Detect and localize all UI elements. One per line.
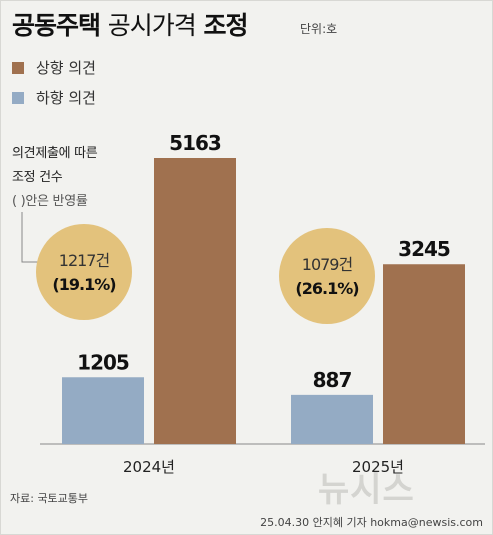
title-part-3: 조정 xyxy=(203,11,248,40)
bubble-2 xyxy=(279,228,375,324)
bubble-1 xyxy=(36,224,132,320)
note-block: 의견제출에 따른 조정 건수 ( )안은 반영률 xyxy=(12,142,98,214)
bubble-rate-2: (26.1%) xyxy=(295,279,358,298)
bubble-count-2: 1079건 xyxy=(302,255,353,274)
watermark: 뉴시스 xyxy=(318,470,415,510)
unit-label: 단위:호 xyxy=(300,22,338,36)
note-line-1: 의견제출에 따른 xyxy=(12,146,98,161)
source-text: 자료: 국토교통부 xyxy=(10,492,89,505)
bubble-rate-1: (19.1%) xyxy=(52,275,115,294)
note-line-3: ( )안은 반영률 xyxy=(12,194,88,209)
title-part-2: 공시가격 xyxy=(107,11,197,40)
legend-swatch-up xyxy=(12,61,24,74)
data-label-up-2: 3245 xyxy=(398,237,450,261)
legend-item-down: 하향 의견 xyxy=(12,87,96,108)
bubble-count-1: 1217건 xyxy=(59,251,110,270)
legend-item-up: 상향 의견 xyxy=(12,57,96,78)
note-connector xyxy=(21,212,40,263)
data-label-down-1: 1205 xyxy=(77,350,129,374)
legend-swatch-down xyxy=(12,91,24,104)
data-label-up-1: 5163 xyxy=(169,131,221,155)
bar-up-1 xyxy=(154,158,236,444)
bar-up-2 xyxy=(383,264,465,444)
credit-text: 25.04.30 안지혜 기자 hokma@newsis.com xyxy=(260,516,483,529)
legend-label-down: 하향 의견 xyxy=(36,89,96,107)
data-label-down-2: 887 xyxy=(313,368,352,392)
bar-down-2 xyxy=(291,394,373,444)
title-part-1: 공동주택 xyxy=(12,11,101,40)
note-line-2: 조정 건수 xyxy=(12,170,63,185)
legend-label-up: 상향 의견 xyxy=(36,59,96,77)
x-tick-label-2: 2025년 xyxy=(352,458,404,476)
x-tick-label-1: 2024년 xyxy=(123,458,175,476)
bar-down-1 xyxy=(62,377,144,444)
chart-title: 공동주택 공시가격 조정 xyxy=(12,6,248,42)
